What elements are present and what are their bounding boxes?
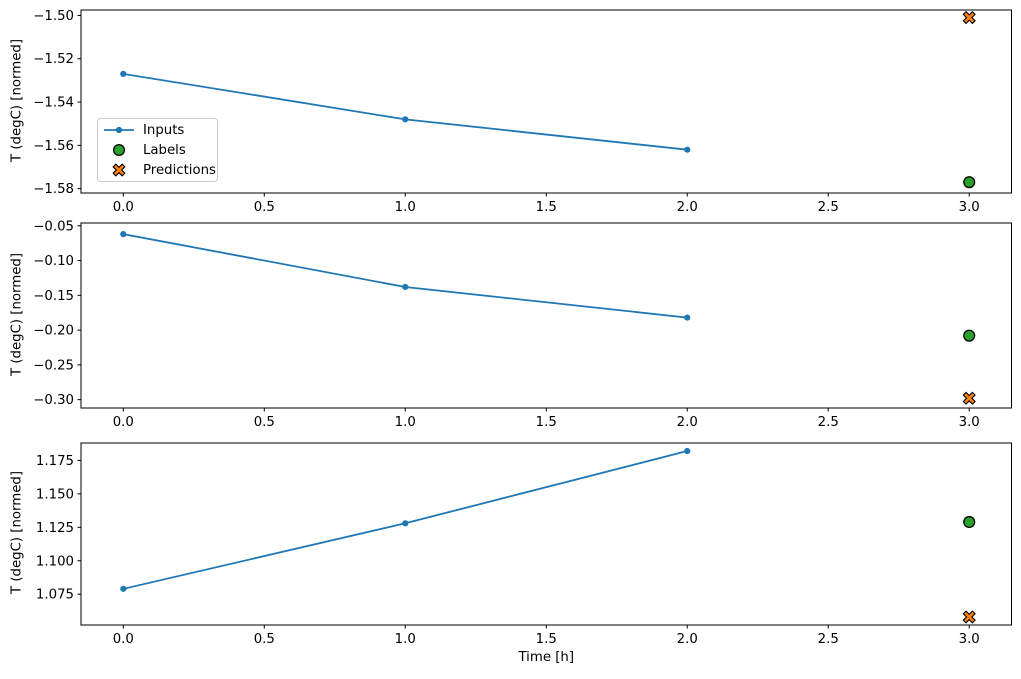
x-tick-label: 0.5 [254, 632, 275, 647]
inputs-marker [120, 70, 127, 77]
x-tick-label: 2.0 [677, 200, 698, 215]
x-tick-label: 0.0 [113, 200, 134, 215]
y-axis-label: T (degC) [normed] [9, 252, 25, 376]
predictions-marker [962, 10, 976, 25]
labels-marker [963, 176, 976, 189]
y-tick-label: −0.25 [33, 358, 74, 373]
inputs-marker [120, 585, 127, 592]
x-tick-label: 0.5 [254, 200, 275, 215]
y-tick-label: −0.30 [33, 393, 74, 408]
legend-item-predictions: Predictions [98, 160, 217, 180]
axes-frame [80, 222, 1012, 409]
y-tick-label: 1.175 [36, 454, 74, 469]
labels-marker [963, 329, 976, 342]
x-tick-label: 3.0 [959, 632, 980, 647]
labels-marker [963, 515, 976, 529]
y-tick-label: −0.05 [33, 219, 74, 234]
subplot-3: 1.175 1.150 1.125 1.100 1.075 0.0 0.5 1.0 1.5 2.0… [36, 442, 1012, 647]
x-axis-label: Time [h] [518, 650, 575, 665]
y-axis-label: T (degC) [normed] [9, 38, 25, 162]
y-tick-label: −1.58 [33, 182, 74, 197]
y-tick-label: −1.52 [33, 52, 74, 67]
axes-frame [80, 442, 1012, 626]
y-tick-label: 1.075 [36, 588, 74, 603]
y-tick-label: −1.54 [33, 96, 74, 111]
predictions-marker [962, 391, 976, 405]
legend-item-labels: Labels [98, 140, 217, 160]
x-tick-label: 0.0 [113, 632, 134, 647]
y-tick-label: 1.150 [36, 487, 74, 502]
inputs-marker [684, 447, 691, 455]
legend-label: Labels [143, 142, 186, 158]
inputs-marker [120, 231, 127, 238]
legend-label: Predictions [143, 162, 216, 178]
inputs-marker [684, 146, 691, 153]
inputs-marker [684, 314, 691, 321]
x-tick-label: 1.5 [536, 632, 557, 647]
inputs-marker [402, 283, 409, 291]
x-tick-label: 1.0 [395, 200, 416, 215]
x-tick-label: 1.5 [536, 200, 557, 215]
x-tick-label: 0.0 [113, 415, 134, 430]
y-tick-label: −0.10 [33, 254, 74, 269]
legend: Inputs Labels Predictions [97, 118, 218, 182]
y-axis-label: T (degC) [normed] [9, 470, 25, 595]
y-tick-label: 1.125 [36, 521, 74, 536]
predictions-marker [962, 610, 976, 624]
x-tick-label: 1.5 [536, 415, 557, 430]
x-tick-label: 2.5 [818, 632, 839, 647]
inputs-marker [402, 116, 409, 123]
y-tick-label: −1.50 [33, 9, 74, 24]
subplot-2: −0.05 −0.10 −0.15 −0.20 −0.25 −0.30 0.0 0.5 1.0 1… [33, 219, 1012, 430]
x-tick-label: 2.0 [677, 415, 698, 430]
x-tick-label: 3.0 [959, 415, 980, 430]
inputs-line [123, 450, 688, 590]
x-tick-label: 1.0 [395, 415, 416, 430]
x-tick-label: 0.5 [254, 415, 275, 430]
legend-label: Inputs [143, 122, 185, 138]
inputs-marker [402, 520, 409, 527]
x-tick-label: 2.5 [818, 200, 839, 215]
x-tick-label: 1.0 [395, 632, 416, 647]
x-tick-label: 2.0 [677, 632, 698, 647]
y-tick-label: 1.100 [36, 554, 74, 569]
y-tick-label: −0.15 [33, 289, 74, 304]
legend-item-inputs: Inputs [98, 120, 217, 140]
axes-frame [80, 9, 1012, 194]
labels-circle-icon [112, 143, 126, 157]
x-tick-label: 2.5 [818, 415, 839, 430]
x-tick-label: 3.0 [959, 200, 980, 215]
subplot-1: −1.50 −1.52 −1.54 −1.56 −1.58 0.0 0.5 1.0 1.5 2.0… [33, 9, 1012, 215]
y-tick-label: −1.56 [33, 139, 74, 154]
inputs-line [123, 233, 688, 319]
y-tick-label: −0.20 [33, 324, 74, 339]
inputs-line-dot-icon [104, 126, 134, 134]
predictions-x-icon [112, 163, 126, 177]
